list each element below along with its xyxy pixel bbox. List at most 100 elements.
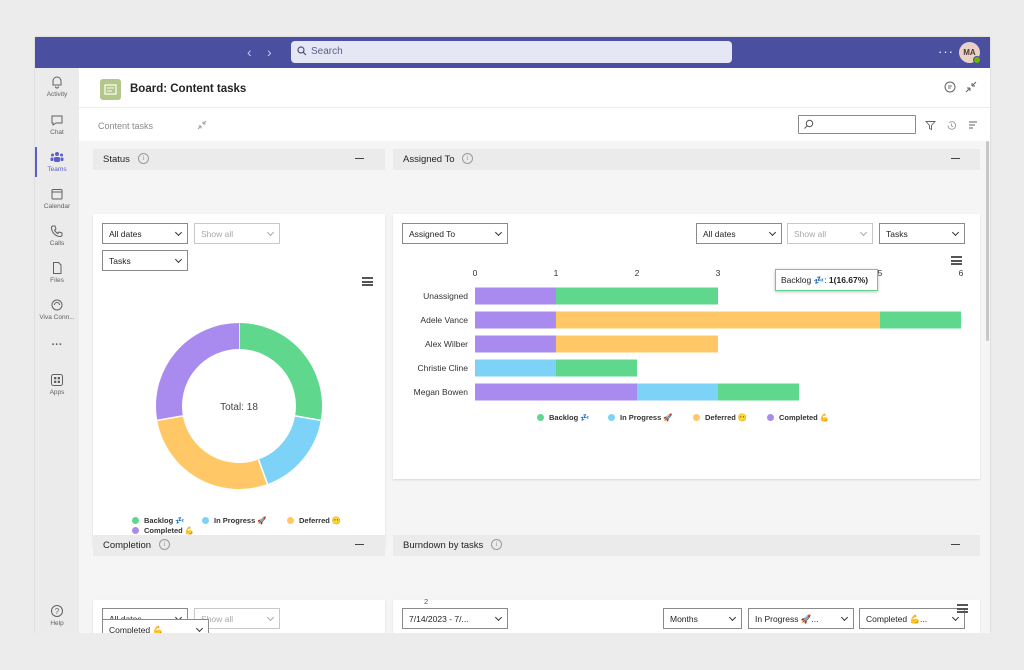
rail-item-chat[interactable]: Chat [35,113,79,136]
show-all-dropdown[interactable]: Show all [787,223,873,244]
start-status-dropdown[interactable]: In Progress 🚀... [748,608,854,629]
chevron-down-icon [266,613,275,622]
burndown-y-tick: 2 [424,597,429,606]
info-icon[interactable]: i [138,153,149,164]
group-by-dropdown[interactable]: Assigned To [402,223,508,244]
chevron-down-icon [951,613,960,622]
bar-segment[interactable] [556,359,637,377]
rail-item-help[interactable]: ? Help [35,604,79,627]
rail-label: Apps [49,389,65,396]
minimize-card-icon[interactable] [951,544,960,546]
history-icon[interactable] [946,120,957,134]
legend-deferred[interactable]: Deferred 😶 [287,516,341,525]
legend-in-progress[interactable]: In Progress 🚀 [202,516,267,525]
category-label: Alex Wilber [425,339,468,349]
dropdown-value: All dates [109,229,142,239]
apps-icon [51,374,63,386]
dropdown-value: All dates [703,229,736,239]
rail-item-viva[interactable]: Viva Conn... [35,298,79,321]
rail-item-calendar[interactable]: Calendar [35,187,79,210]
donut-slice-1[interactable] [257,415,321,484]
conversation-icon[interactable] [944,81,956,96]
info-icon[interactable]: i [491,539,502,550]
burndown-card: 7/14/2023 - 7/... Months In Progress 🚀..… [393,600,980,633]
x-tick-label: 0 [473,268,478,278]
minimize-card-icon[interactable] [951,158,960,160]
donut-slice-0[interactable] [238,323,322,421]
rail-label: Calls [49,240,65,247]
bar-segment[interactable] [556,287,718,305]
x-tick-label: 3 [716,268,721,278]
sort-icon[interactable] [968,120,978,133]
burndown-card-header: Burndown by tasks i [393,535,980,556]
info-icon[interactable]: i [462,153,473,164]
date-range-dropdown[interactable]: 7/14/2023 - 7/... [402,608,508,629]
forward-icon[interactable]: › [267,44,272,60]
bar-segment[interactable] [475,359,556,377]
card-title: Status [103,154,130,165]
end-status-dropdown[interactable]: Completed 💪... [859,608,965,629]
search-input[interactable]: Search [291,41,732,63]
donut-total-label: Total: 18 [220,402,258,413]
chevron-down-icon [494,613,503,622]
page-background [0,633,1024,670]
bar-segment[interactable] [475,287,556,305]
donut-slice-2[interactable] [157,415,268,489]
legend-label: Deferred 😶 [299,516,342,525]
bar-segment[interactable] [637,383,718,401]
show-all-dropdown[interactable]: Show all [194,608,280,629]
bar-segment[interactable] [880,311,961,329]
chart-menu-icon[interactable] [362,277,373,286]
legend-completed[interactable]: Completed 💪 [767,413,829,422]
rail-item-activity[interactable]: Activity [35,75,79,98]
donut-separator [157,415,183,422]
dates-dropdown[interactable]: All dates [696,223,782,244]
rail-item-teams[interactable]: Teams [35,147,79,177]
chart-menu-icon[interactable] [951,256,962,265]
rail-item-apps[interactable]: Apps [35,373,79,396]
legend-label: Completed 💪 [144,526,195,535]
legend-label: Backlog 💤 [144,516,185,525]
collapse-view-icon[interactable] [965,81,977,96]
dropdown-value: Show all [201,614,234,624]
board-app-icon [100,79,121,100]
legend-deferred[interactable]: Deferred 😶 [693,413,747,422]
bar-segment[interactable] [475,335,556,353]
legend-backlog[interactable]: Backlog 💤 [132,516,185,525]
avatar[interactable]: MA [959,42,981,64]
legend-label: Completed 💪 [779,413,830,422]
card-title: Assigned To [403,154,455,165]
minimize-card-icon[interactable] [355,544,364,546]
metric-dropdown[interactable]: Tasks [102,250,188,271]
legend-completed[interactable]: Completed 💪 [132,526,194,535]
period-dropdown[interactable]: Months [663,608,742,629]
board-search-input[interactable] [798,115,916,134]
bar-segment[interactable] [556,335,718,353]
donut-slice-3[interactable] [156,323,240,421]
tab-content-tasks[interactable]: Content tasks [98,121,154,131]
bar-segment[interactable] [556,311,880,329]
help-icon: ? [51,605,63,617]
minimize-card-icon[interactable] [355,158,364,160]
bar-segment[interactable] [718,383,799,401]
rail-item-files[interactable]: Files [35,261,79,284]
chart-menu-icon[interactable] [957,604,968,613]
minimize-icon[interactable] [197,120,207,132]
more-options-icon[interactable]: ··· [938,44,954,59]
category-label: Adele Vance [420,315,468,325]
bar-segment[interactable] [475,383,637,401]
metric-dropdown[interactable]: Tasks [879,223,965,244]
bar-segment[interactable] [475,311,556,329]
dates-dropdown[interactable]: All dates [102,223,188,244]
rail-item-calls[interactable]: Calls [35,224,79,247]
donut-separator [295,415,321,422]
show-all-dropdown[interactable]: Show all [194,223,280,244]
filter-icon[interactable] [925,120,936,134]
legend-backlog[interactable]: Backlog 💤 [537,413,590,422]
more-apps-icon[interactable]: ··· [51,339,63,351]
scrollbar[interactable] [986,141,989,341]
info-icon[interactable]: i [159,539,170,550]
category-label: Unassigned [423,291,468,301]
legend-in-progress[interactable]: In Progress 🚀 [608,413,673,422]
back-icon[interactable]: ‹ [247,44,252,60]
